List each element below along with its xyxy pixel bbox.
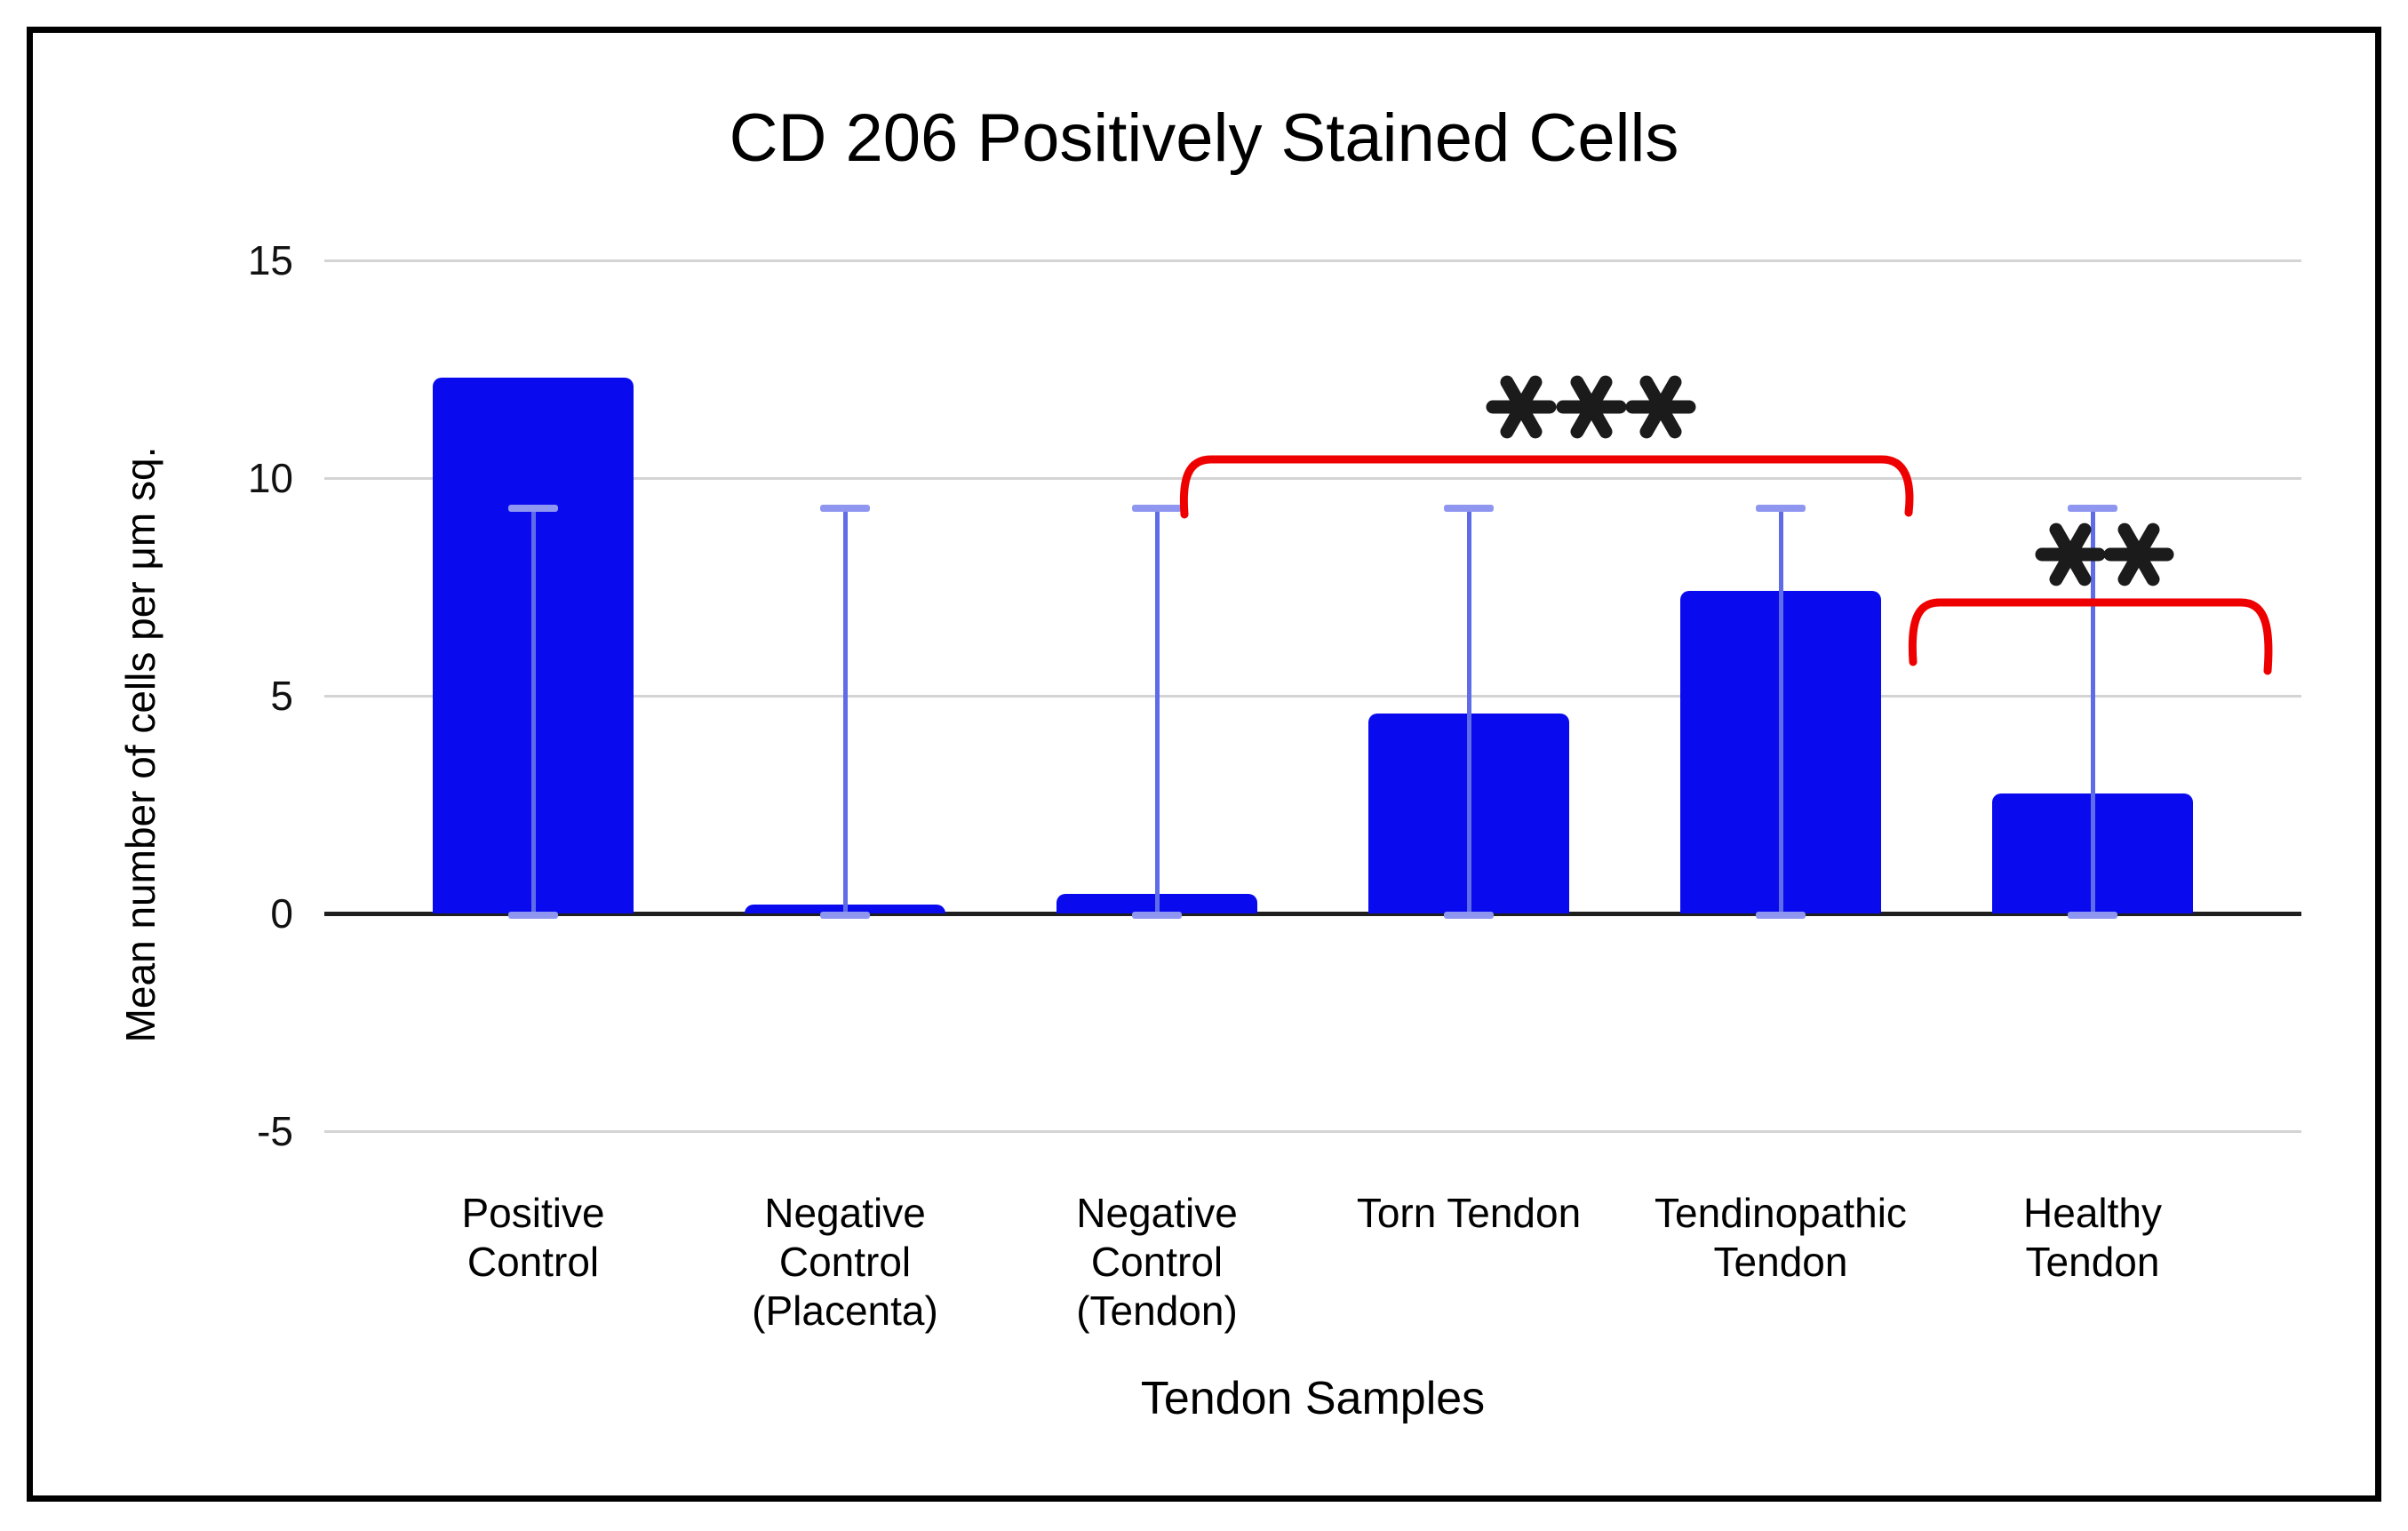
y-tick-label-5: 5 (270, 673, 293, 719)
x-axis-title: Tendon Samples (1140, 1373, 1486, 1424)
chart-title: CD 206 Positively Stained Cells (729, 100, 1679, 176)
error-bar-bottom-cap-1 (820, 912, 870, 919)
error-bar-line-2 (1154, 508, 1160, 919)
error-bar-line-0 (530, 508, 536, 919)
error-bar-line-1 (842, 508, 848, 919)
error-bar-top-cap-3 (1444, 505, 1494, 513)
y-axis-title: Mean number of cells per μm sq. (117, 446, 163, 1043)
x-category-label-1: Negative Control (Placenta) (752, 1190, 938, 1335)
x-category-label-4: Tendinopathic Tendon (1655, 1190, 1907, 1286)
gridline-15 (324, 259, 2301, 262)
error-bar-line-4 (1778, 508, 1783, 919)
x-category-label-0: Positive Control (461, 1190, 605, 1286)
error-bar-bottom-cap-2 (1132, 912, 1182, 919)
error-bar-bottom-cap-3 (1444, 912, 1494, 919)
x-axis-baseline (324, 911, 2301, 916)
error-bar-top-cap-1 (820, 505, 870, 513)
chart-border-frame (27, 27, 2381, 1502)
y-tick-label-10: 10 (247, 455, 293, 501)
y-tick-label--5: -5 (257, 1108, 293, 1154)
gridline--5 (324, 1129, 2301, 1133)
error-bar-line-3 (1466, 508, 1471, 919)
gridline-5 (324, 694, 2301, 698)
error-bar-line-5 (2090, 508, 2095, 919)
y-tick-label-15: 15 (247, 237, 293, 283)
error-bar-bottom-cap-0 (508, 912, 558, 919)
x-category-label-3: Torn Tendon (1356, 1190, 1582, 1236)
x-category-label-5: Healthy Tendon (2023, 1190, 2162, 1286)
error-bar-top-cap-4 (1756, 505, 1806, 513)
error-bar-top-cap-0 (508, 505, 558, 513)
error-bar-top-cap-5 (2068, 505, 2117, 513)
error-bar-bottom-cap-4 (1756, 912, 1806, 919)
error-bar-top-cap-2 (1132, 505, 1182, 513)
y-tick-label-0: 0 (270, 890, 293, 937)
error-bar-bottom-cap-5 (2068, 912, 2117, 919)
x-category-label-2: Negative Control (Tendon) (1076, 1190, 1238, 1335)
